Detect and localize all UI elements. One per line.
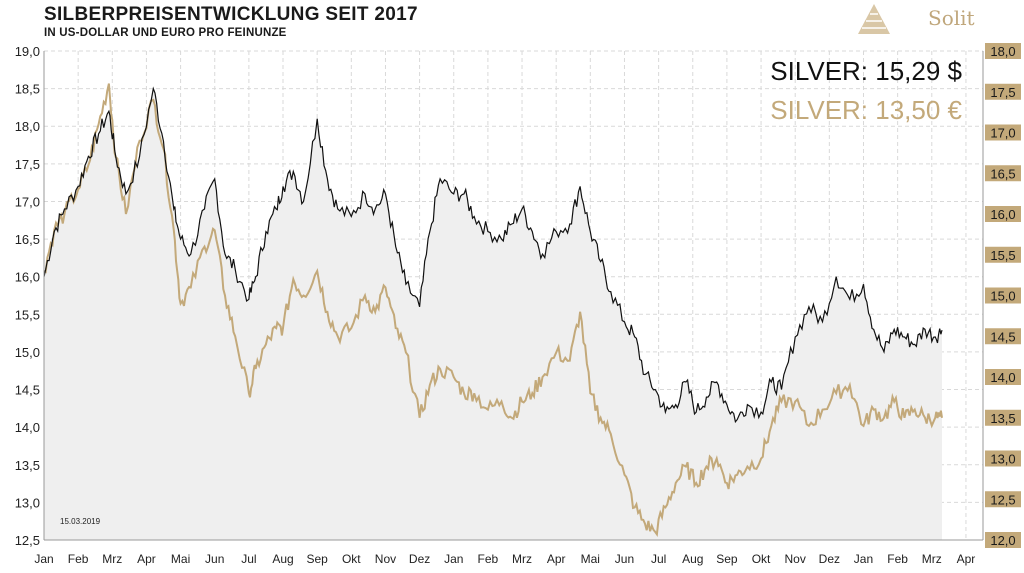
eur-series-line bbox=[43, 83, 943, 538]
y-right-tick-label: 13,5 bbox=[990, 411, 1015, 426]
x-tick-label: Dez bbox=[819, 552, 840, 566]
x-tick-label: Mai bbox=[581, 552, 600, 566]
chart-subtitle: IN US-DOLLAR UND EURO PRO FEINUNZE bbox=[44, 27, 287, 39]
y-left-tick-label: 13,5 bbox=[15, 458, 40, 473]
y-left-tick-label: 19,0 bbox=[15, 44, 40, 59]
y-left-tick-label: 13,0 bbox=[15, 495, 40, 510]
y-right-tick-box bbox=[985, 328, 1021, 345]
y-right-tick-box bbox=[985, 450, 1021, 467]
y-right-tick-box bbox=[985, 369, 1021, 385]
y-right-tick-label: 15,0 bbox=[990, 289, 1015, 304]
y-left-tick-label: 15,5 bbox=[15, 307, 40, 322]
y-right-tick-label: 12,0 bbox=[990, 533, 1015, 548]
x-tick-label: Apr bbox=[137, 552, 156, 566]
y-right-tick-label: 16,0 bbox=[990, 207, 1015, 222]
x-tick-label: Aug bbox=[272, 552, 293, 566]
x-tick-label: Jan bbox=[854, 552, 873, 566]
y-left-tick-label: 12,5 bbox=[15, 533, 40, 548]
y-right-tick-label: 15,5 bbox=[990, 248, 1015, 263]
y-right-tick-label: 17,5 bbox=[990, 85, 1015, 100]
x-tick-label: Jul bbox=[241, 552, 256, 566]
y-right-tick-label: 17,0 bbox=[990, 126, 1015, 141]
x-tick-label: Nov bbox=[785, 552, 806, 566]
y-right-tick-box bbox=[985, 532, 1021, 548]
x-tick-label: Jul bbox=[651, 552, 666, 566]
x-tick-label: Sep bbox=[716, 552, 738, 566]
y-right-tick-box bbox=[985, 124, 1021, 141]
y-left-tick-label: 15,0 bbox=[15, 345, 40, 360]
usd-series-line bbox=[43, 86, 943, 424]
x-tick-label: Okt bbox=[752, 552, 771, 566]
y-right-tick-box bbox=[985, 83, 1021, 100]
y-left-tick-label: 16,5 bbox=[15, 232, 40, 247]
y-right-tick-label: 18,0 bbox=[990, 44, 1015, 59]
y-right-tick-label: 13,0 bbox=[990, 452, 1015, 467]
y-right-tick-label: 12,5 bbox=[990, 492, 1015, 507]
y-right-tick-label: 16,5 bbox=[990, 166, 1015, 181]
y-right-tick-box bbox=[985, 287, 1021, 304]
x-tick-label: Jan bbox=[444, 552, 463, 566]
x-tick-label: Feb bbox=[478, 552, 499, 566]
x-tick-label: Jan bbox=[34, 552, 53, 566]
solit-logo-icon bbox=[858, 4, 890, 34]
x-tick-label: Mai bbox=[171, 552, 190, 566]
chart-title: SILBERPREISENTWICKLUNG SEIT 2017 bbox=[44, 4, 418, 25]
x-tick-label: Jun bbox=[615, 552, 634, 566]
y-left-tick-label: 17,5 bbox=[15, 157, 40, 172]
y-right-tick-box bbox=[985, 491, 1021, 508]
y-left-tick-label: 18,5 bbox=[15, 82, 40, 97]
axes: 12,5 13,0 13,5 14,0 14,5 15,0 15,5 16,0 16,5 17,0… bbox=[15, 43, 1021, 566]
y-left-tick-label: 14,0 bbox=[15, 420, 40, 435]
usd-price-label: SILVER: 15,29 $ bbox=[770, 56, 962, 86]
y-right-tick-box bbox=[985, 206, 1021, 222]
x-tick-label: Jun bbox=[205, 552, 224, 566]
x-tick-label: Feb bbox=[887, 552, 908, 566]
y-left-tick-label: 16,0 bbox=[15, 270, 40, 285]
date-stamp: 15.03.2019 bbox=[60, 517, 101, 526]
x-tick-label: Apr bbox=[547, 552, 566, 566]
eur-price-label: SILVER: 13,50 € bbox=[770, 95, 962, 125]
x-tick-label: Mrz bbox=[922, 552, 942, 566]
usd-area-fill bbox=[44, 88, 942, 540]
y-left-tick-label: 14,5 bbox=[15, 383, 40, 398]
y-right-tick-box bbox=[985, 43, 1021, 59]
logo-text: Solit bbox=[928, 6, 975, 30]
x-tick-label: Feb bbox=[68, 552, 89, 566]
x-tick-label: Okt bbox=[342, 552, 361, 566]
y-left-tick-label: 18,0 bbox=[15, 119, 40, 134]
y-right-tick-label: 14,5 bbox=[990, 329, 1015, 344]
x-tick-label: Aug bbox=[682, 552, 703, 566]
x-tick-label: Sep bbox=[306, 552, 328, 566]
x-tick-label: Mrz bbox=[512, 552, 532, 566]
x-tick-label: Nov bbox=[375, 552, 396, 566]
y-right-tick-box bbox=[985, 409, 1021, 426]
y-right-tick-box bbox=[985, 165, 1021, 182]
y-right-tick-box bbox=[985, 246, 1021, 263]
x-tick-label: Mrz bbox=[102, 552, 122, 566]
x-tick-label: Apr bbox=[957, 552, 976, 566]
x-tick-label: Dez bbox=[409, 552, 430, 566]
y-left-tick-label: 17,0 bbox=[15, 194, 40, 209]
y-right-tick-label: 14,0 bbox=[990, 370, 1015, 385]
